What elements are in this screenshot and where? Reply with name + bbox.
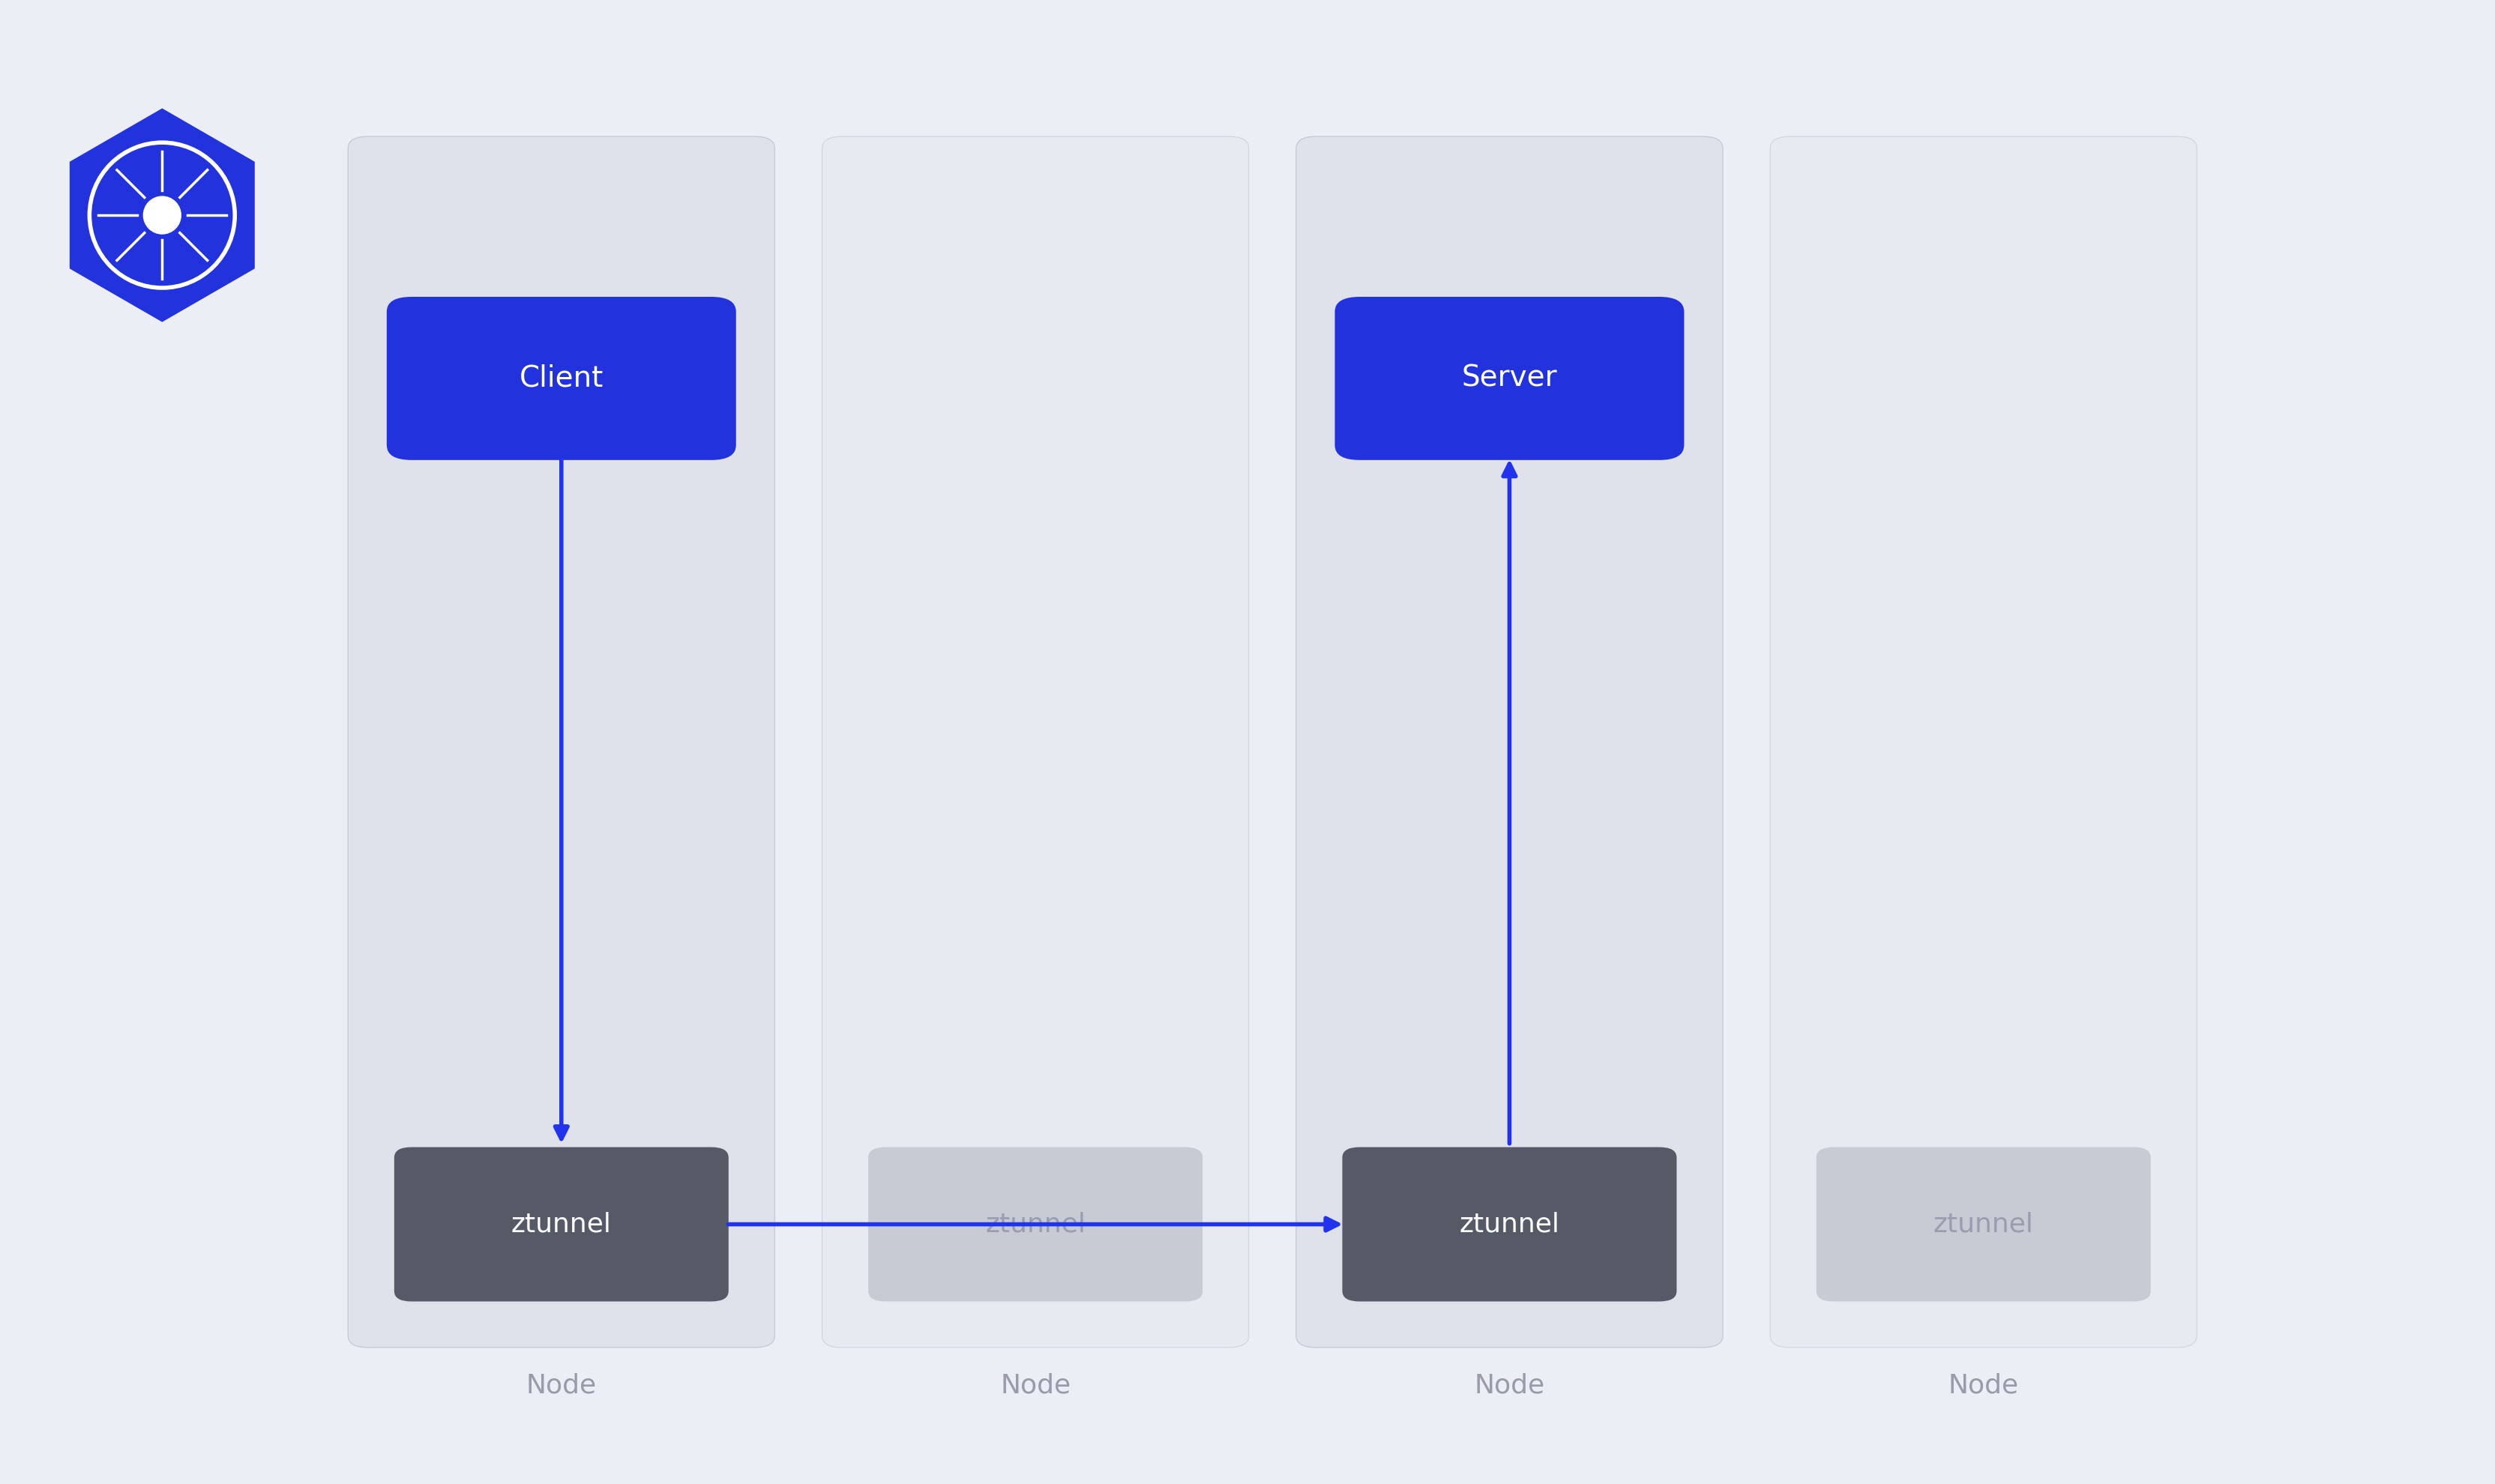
Polygon shape	[70, 108, 254, 322]
Text: Node: Node	[526, 1373, 596, 1398]
FancyBboxPatch shape	[387, 297, 736, 460]
Text: ztunnel: ztunnel	[1460, 1211, 1559, 1238]
FancyBboxPatch shape	[1816, 1147, 2151, 1301]
FancyBboxPatch shape	[1342, 1147, 1677, 1301]
FancyBboxPatch shape	[868, 1147, 1203, 1301]
Text: Client: Client	[519, 364, 604, 393]
Text: ztunnel: ztunnel	[986, 1211, 1085, 1238]
FancyBboxPatch shape	[1297, 137, 1722, 1347]
Text: Node: Node	[1000, 1373, 1070, 1398]
Text: ztunnel: ztunnel	[511, 1211, 611, 1238]
FancyBboxPatch shape	[394, 1147, 729, 1301]
FancyBboxPatch shape	[821, 137, 1248, 1347]
FancyBboxPatch shape	[1335, 297, 1684, 460]
FancyBboxPatch shape	[349, 137, 776, 1347]
Text: Node: Node	[1475, 1373, 1544, 1398]
Text: ztunnel: ztunnel	[1934, 1211, 2033, 1238]
FancyBboxPatch shape	[1771, 137, 2198, 1347]
Text: Server: Server	[1462, 364, 1557, 393]
Text: Node: Node	[1949, 1373, 2018, 1398]
Ellipse shape	[142, 196, 182, 234]
